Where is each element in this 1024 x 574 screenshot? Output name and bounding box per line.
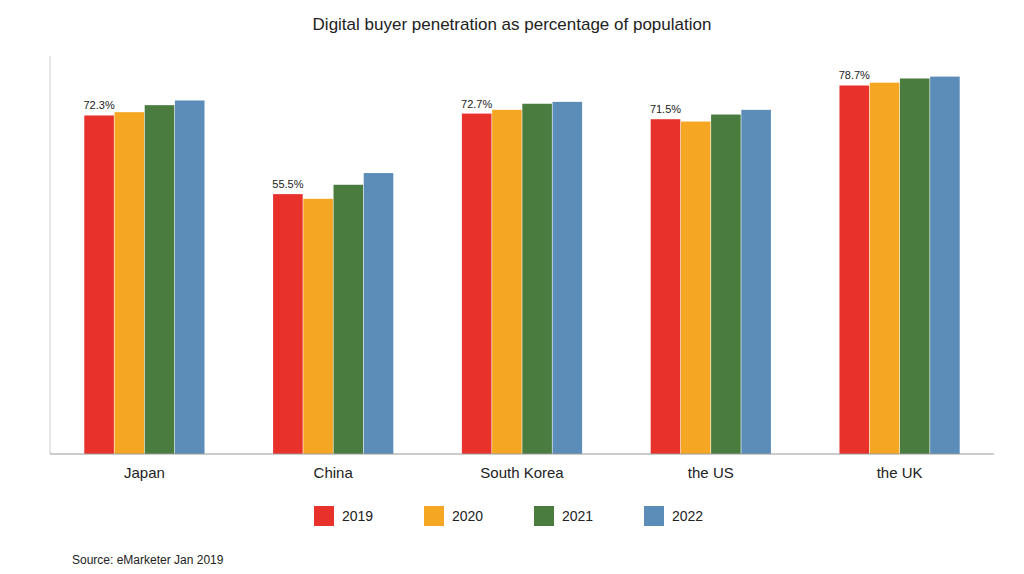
bar <box>334 185 364 454</box>
bar <box>114 112 144 454</box>
bar <box>462 114 492 454</box>
data-label: 72.7% <box>461 98 492 110</box>
legend-label: 2021 <box>562 508 593 524</box>
legend-swatch <box>314 506 334 526</box>
legend-label: 2022 <box>672 508 703 524</box>
bar <box>651 119 681 454</box>
bar <box>839 85 869 454</box>
legend-swatch <box>424 506 444 526</box>
bars <box>84 77 959 454</box>
bar <box>84 115 114 454</box>
x-tick-label: Japan <box>124 464 165 481</box>
x-tick-label: South Korea <box>480 464 564 481</box>
legend-label: 2020 <box>452 508 483 524</box>
bar <box>900 78 930 454</box>
data-label: 55.5% <box>272 178 303 190</box>
bar <box>870 83 900 454</box>
legend: 2019 2020 2021 2022 <box>314 506 703 526</box>
bar <box>303 199 333 454</box>
chart-svg: Digital buyer penetration as percentage … <box>0 0 1024 574</box>
chart-container: Digital buyer penetration as percentage … <box>0 0 1024 574</box>
bar <box>175 100 205 454</box>
bar <box>553 102 583 454</box>
legend-swatch <box>644 506 664 526</box>
bar <box>273 194 303 454</box>
bar <box>930 77 960 454</box>
x-tick-label: the US <box>688 464 734 481</box>
y-axis-line <box>50 56 51 454</box>
x-tick-label: China <box>314 464 354 481</box>
data-label: 78.7% <box>839 69 870 81</box>
x-tick-label: the UK <box>877 464 923 481</box>
legend-swatch <box>534 506 554 526</box>
bar <box>145 105 175 454</box>
bar <box>364 173 394 454</box>
title: Digital buyer penetration as percentage … <box>313 15 712 34</box>
bar <box>711 115 741 454</box>
source: Source: eMarketer Jan 2019 <box>72 553 224 567</box>
x-axis-line <box>50 454 994 455</box>
page: {"chart_data": {"type": "bar", "title": … <box>0 0 1024 574</box>
data-label: 72.3% <box>83 99 114 111</box>
bar <box>741 110 771 454</box>
data-label: 71.5% <box>650 103 681 115</box>
bar <box>522 104 552 454</box>
bar <box>492 110 522 454</box>
bar <box>681 122 711 454</box>
legend-label: 2019 <box>342 508 373 524</box>
